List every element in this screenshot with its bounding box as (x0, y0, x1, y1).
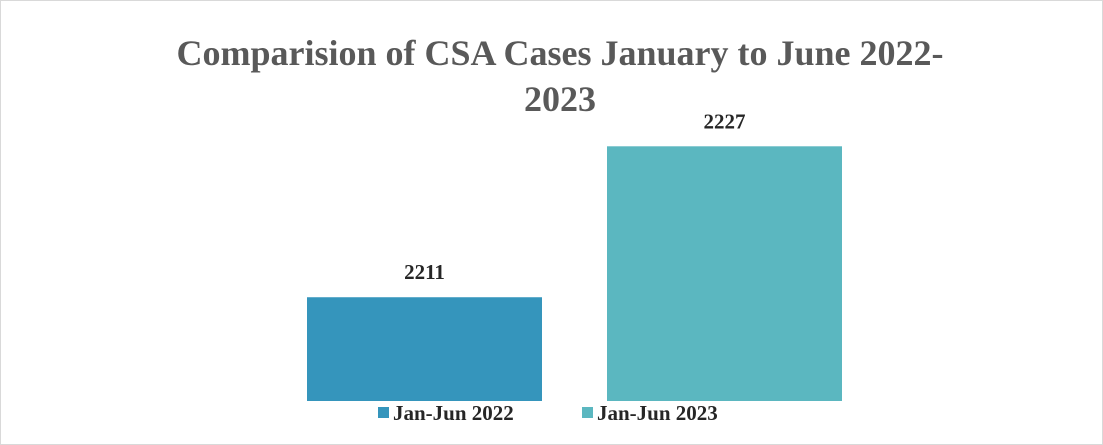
bar (307, 297, 542, 401)
legend-swatch (378, 407, 389, 418)
legend-label: Jan-Jun 2023 (597, 401, 718, 425)
chart-title: Comparision of CSA Cases January to June… (176, 33, 944, 119)
value-label: 2227 (704, 109, 746, 133)
legend-swatch (582, 407, 593, 418)
bar (607, 146, 842, 401)
legend-label: Jan-Jun 2022 (393, 401, 514, 425)
value-label: 2211 (404, 260, 445, 284)
